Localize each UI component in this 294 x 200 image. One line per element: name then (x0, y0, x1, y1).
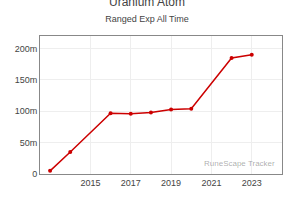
svg-text:2015: 2015 (80, 178, 100, 188)
svg-text:Uranium AtomRanged Exp All Tim: Uranium AtomRanged Exp All Time (105, 0, 189, 24)
svg-text:200m: 200m (15, 44, 38, 54)
svg-text:150m: 150m (15, 75, 38, 85)
svg-text:50m: 50m (20, 138, 38, 148)
svg-text:2019: 2019 (161, 178, 181, 188)
svg-text:0: 0 (32, 169, 37, 179)
svg-text:100m: 100m (15, 106, 38, 116)
svg-text:RuneScape Tracker: RuneScape Tracker (204, 159, 275, 168)
svg-text:2017: 2017 (121, 178, 141, 188)
svg-text:2023: 2023 (242, 178, 262, 188)
svg-text:2021: 2021 (201, 178, 221, 188)
